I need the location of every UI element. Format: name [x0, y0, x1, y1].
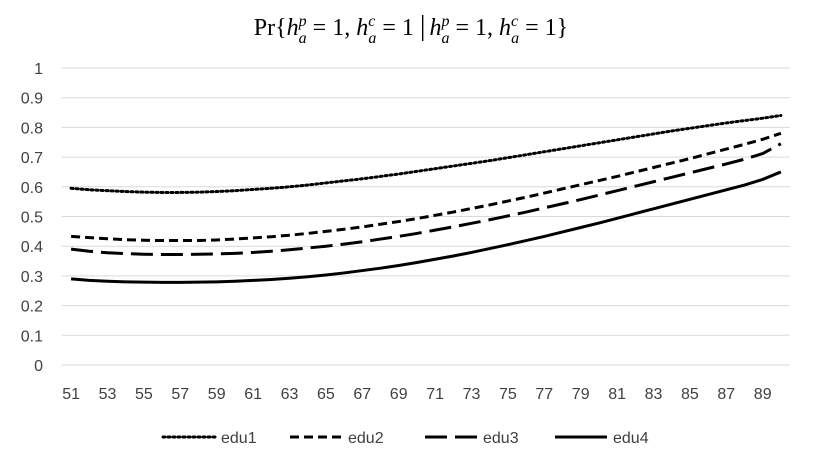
x-tick-label: 67 — [353, 386, 371, 403]
x-tick-label: 85 — [681, 386, 699, 403]
x-tick-label: 79 — [572, 386, 590, 403]
legend-label-edu2: edu2 — [348, 430, 384, 447]
x-tick-label: 73 — [463, 386, 481, 403]
y-tick-label: 0.8 — [21, 120, 43, 137]
chart-title: Pr{hp a = 1, hc a = 1 | hp a = 1, hc a = 1} — [254, 11, 568, 47]
x-tick-label: 83 — [645, 386, 663, 403]
y-tick-label: 0.9 — [21, 91, 43, 108]
y-tick-label: 0 — [34, 358, 43, 375]
y-tick-label: 0.6 — [21, 180, 43, 197]
y-tick-label: 0.2 — [21, 299, 43, 316]
x-tick-label: 69 — [390, 386, 408, 403]
x-tick-label: 87 — [717, 386, 735, 403]
x-tick-label: 63 — [281, 386, 299, 403]
x-tick-label: 65 — [317, 386, 335, 403]
legend: edu1 edu2 edu3 edu4 — [161, 430, 649, 447]
legend-label-edu3: edu3 — [483, 430, 519, 447]
x-tick-label: 61 — [244, 386, 262, 403]
x-tick-label: 55 — [135, 386, 153, 403]
x-tick-label: 71 — [426, 386, 444, 403]
x-axis: 51 53 55 57 59 61 63 65 67 69 71 73 75 77 79 81 83 85 87 89 — [62, 386, 771, 403]
x-tick-label: 81 — [608, 386, 626, 403]
series-lines — [69, 114, 783, 284]
y-tick-label: 0.5 — [21, 210, 43, 227]
series-line-edu1 — [69, 114, 783, 194]
series-line-edu2 — [71, 131, 782, 243]
y-tick-label: 0.1 — [21, 328, 43, 345]
series-line-edu4 — [70, 170, 782, 284]
x-tick-label: 77 — [535, 386, 553, 403]
legend-label-edu1: edu1 — [221, 430, 257, 447]
legend-label-edu4: edu4 — [613, 430, 649, 447]
y-tick-label: 0.7 — [21, 150, 43, 167]
y-axis: 0 0.1 0.2 0.3 0.4 0.5 0.6 0.7 0.8 0.9 1 — [21, 61, 43, 375]
x-tick-label: 75 — [499, 386, 517, 403]
series-line-edu3 — [70, 142, 782, 257]
x-tick-label: 53 — [99, 386, 117, 403]
x-tick-label: 59 — [208, 386, 226, 403]
y-tick-label: 1 — [34, 61, 43, 78]
x-tick-label: 89 — [754, 386, 772, 403]
y-tick-label: 0.4 — [21, 239, 43, 256]
x-tick-label: 57 — [171, 386, 189, 403]
y-tick-label: 0.3 — [21, 269, 43, 286]
x-tick-label: 51 — [62, 386, 80, 403]
